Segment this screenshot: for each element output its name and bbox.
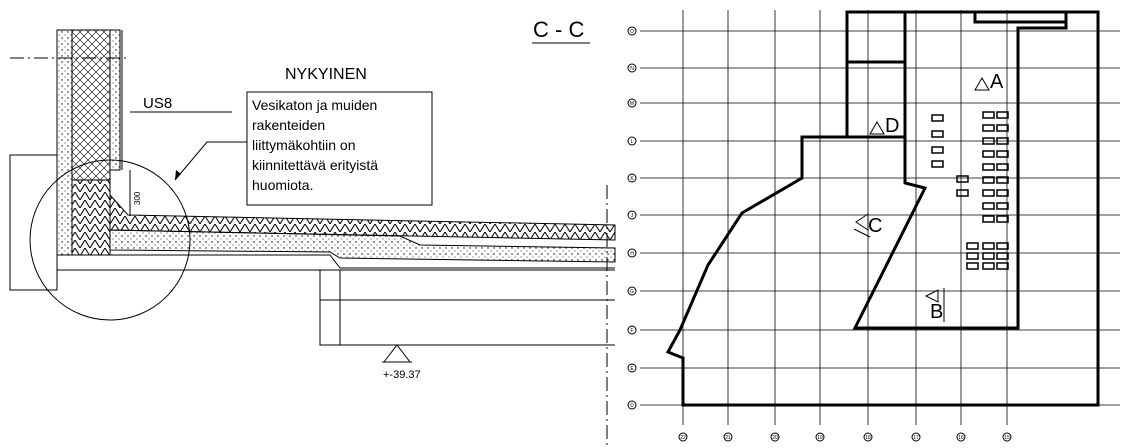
column-block: [983, 151, 994, 157]
grid-col-label: 20: [772, 435, 778, 441]
grid-row-label: D: [630, 403, 634, 409]
column-block: [983, 203, 994, 209]
note-line: liittymäkohtiin on: [252, 137, 356, 153]
column-block: [983, 253, 994, 259]
grid-row-label: H: [630, 251, 634, 257]
note-line: huomiota.: [252, 177, 313, 193]
column-block: [967, 243, 978, 249]
grid-row-label: M: [630, 101, 634, 107]
drawing: NYKYINEN US8 300 +-39.37 C - C Vesikaton…: [0, 0, 1135, 448]
column-block: [997, 243, 1008, 249]
column-block: [997, 253, 1008, 259]
section-marker: C: [868, 215, 882, 237]
section-marker: A: [990, 71, 1004, 93]
column-block: [983, 125, 994, 131]
column-block: [983, 243, 994, 249]
column-block: [983, 216, 994, 222]
note-line: Vesikaton ja muiden: [252, 97, 377, 113]
grid-col-label: 15: [1004, 435, 1010, 441]
column-block: [967, 253, 978, 259]
grid-col-label: 18: [865, 435, 871, 441]
column-block: [997, 203, 1008, 209]
column-block: [957, 190, 968, 196]
column-block: [997, 125, 1008, 131]
grid-col-label: 22: [680, 435, 686, 441]
view-title: NYKYINEN: [285, 66, 367, 83]
section-marker: B: [930, 301, 943, 323]
grid-col-label: 16: [958, 435, 964, 441]
section-marker: D: [885, 115, 899, 137]
dimension-label: 300: [133, 191, 142, 205]
column-block: [932, 147, 943, 153]
marker-arrow: [870, 122, 884, 134]
column-block: [997, 164, 1008, 170]
section-label: C - C: [533, 17, 584, 42]
note-line: rakenteiden: [252, 117, 325, 133]
level-label: +-39.37: [383, 369, 421, 381]
grid-row-label: F: [630, 328, 633, 334]
tag-label: US8: [143, 95, 172, 112]
column-block: [983, 263, 994, 269]
column-block: [983, 164, 994, 170]
column-block: [983, 112, 994, 118]
column-block: [997, 216, 1008, 222]
column-block: [932, 131, 943, 137]
column-block: [997, 151, 1008, 157]
column-block: [997, 112, 1008, 118]
marker-arrow: [975, 78, 989, 90]
section-drawing: NYKYINEN US8 300 +-39.37 C - C: [10, 17, 615, 448]
grid-row-label: N: [630, 66, 634, 72]
grid-col-label: 21: [725, 435, 731, 441]
grid-col-label: 17: [913, 435, 919, 441]
column-block: [967, 263, 978, 269]
column-block: [932, 115, 943, 121]
column-block: [932, 161, 943, 167]
column-block: [997, 263, 1008, 269]
grid-row-label: L: [631, 139, 634, 145]
grid-row-label: O: [630, 29, 634, 35]
grid-col-label: 19: [817, 435, 823, 441]
column-block: [997, 190, 1008, 196]
column-block: [957, 176, 968, 182]
grid-row-label: J: [631, 213, 634, 219]
note-line: kiinnitettävä erityistä: [252, 157, 378, 173]
column-block: [983, 190, 994, 196]
grid-row-label: G: [630, 289, 634, 295]
plan-drawing: [668, 12, 1098, 405]
